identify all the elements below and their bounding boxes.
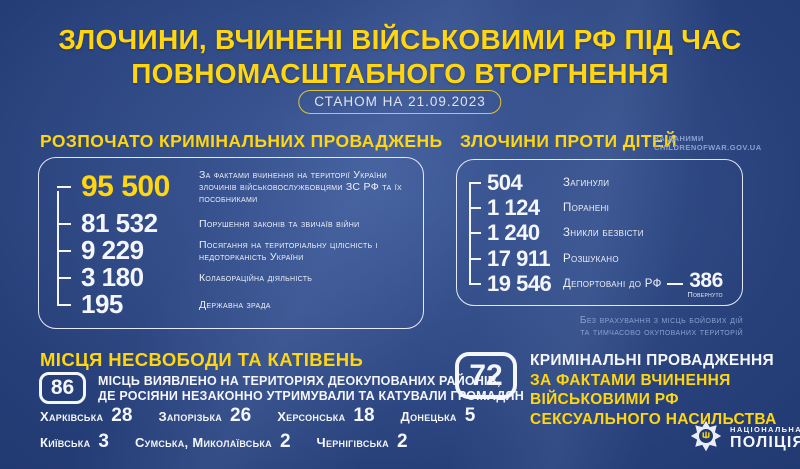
footnote-line1: Без врахування з місць бойових дій [579,315,743,326]
children-source-note: ЗА ДАНИМИ CHILDRENOFWAR.GOV.UA [654,134,762,152]
bracket-stub [469,257,481,260]
proceedings-value: 195 [81,289,123,319]
logo-line2: ПОЛІЦІЯ [730,434,800,452]
region-value: 18 [353,405,375,426]
bracket-stub [469,181,481,184]
returned-label: Повернуто [687,291,723,299]
national-police-logo: НАЦІОНАЛЬНА ПОЛІЦІЯ [690,420,800,457]
children-row-deported: 19 546 Депортовані до РФ 386 Повернуто [469,268,734,299]
region-stat: Донецька 5 [401,405,476,427]
region-name: Сумська, Миколаївська [134,434,272,450]
date-badge: СТАНОМ НА 21.09.2023 [298,90,502,114]
detention-desc-line2: ДЕ РОСІЯНИ НЕЗАКОННО УТРИМУВАЛИ ТА КАТУВ… [98,389,524,403]
children-value: 504 [487,169,523,195]
proceedings-header: РОЗПОЧАТО КРИМІНАЛЬНИХ ПРОВАДЖЕНЬ [40,131,443,151]
region-value: 2 [279,431,291,452]
proceedings-value: 9 229 [81,235,144,265]
region-value: 5 [464,405,476,426]
source-line2: CHILDRENOFWAR.GOV.UA [654,143,762,152]
proceedings-label: Посягання на територіальну цілісність і … [199,238,378,263]
detention-header: МІСЦЯ НЕСВОБОДИ ТА КАТІВЕНЬ [40,349,364,370]
logo-line1: НАЦІОНАЛЬНА [730,424,800,434]
bracket-stub [57,186,71,188]
region-name: Харківська [40,408,104,424]
region-name: Донецька [400,408,457,424]
proceedings-row: 9 229 Посягання на територіальну цілісні… [57,235,411,265]
region-row: Харківська 28 Запорізька 26 Херсонська 1… [40,405,475,427]
sv-line4: СЕКСУАЛЬНОГО НАСИЛЬСТВА [530,410,777,428]
proceedings-label: За фактами вчинення на території України… [199,169,402,205]
bracket-stub [57,303,71,306]
proceedings-row: 195 Державна зрада [57,289,411,319]
bracket-stub [57,249,71,252]
connector-dash [666,283,683,286]
detention-count-badge: 86 [39,372,86,404]
children-label: Депортовані до РФ [563,278,662,291]
title-line2: ПОВНОМАСШТАБНОГО ВТОРГНЕННЯ [131,58,669,89]
bracket-stub [57,276,71,279]
children-row: 17 911 Розшукано [469,246,734,271]
police-logo-text: НАЦІОНАЛЬНА ПОЛІЦІЯ [730,426,800,452]
sexual-violence-count-badge: 72 [455,352,517,399]
children-panel: 504 Загинули 1 124 Поранені 1 240 Зникли… [456,159,743,306]
sv-line2: ЗА ФАКТАМИ ВЧИНЕННЯ [530,371,731,389]
sv-line3: ВІЙСЬКОВИМИ РФ [530,391,679,408]
children-label: Зникли безвісти [563,227,644,240]
returned-stat: 386 Повернуто [687,268,724,299]
proceedings-row: 3 180 Колабораційна діяльність [57,262,411,292]
proceedings-row: 95 500 За фактами вчинення на території … [57,169,411,205]
proceedings-value: 81 532 [81,208,158,238]
page-title: ЗЛОЧИНИ, ВЧИНЕНІ ВІЙСЬКОВИМИ РФ ПІД ЧАС … [0,23,800,91]
children-value: 1 240 [487,220,540,246]
region-stat: Херсонська 18 [277,405,374,427]
region-name: Запорізька [158,408,223,424]
children-header: ЗЛОЧИНИ ПРОТИ ДІТЕЙ [460,131,678,151]
children-value: 1 124 [487,195,540,221]
region-name: Київська [40,434,91,450]
proceedings-value: 95 500 [81,170,170,203]
sexual-violence-text: КРИМІНАЛЬНІ ПРОВАДЖЕННЯ ЗА ФАКТАМИ ВЧИНЕ… [530,351,777,429]
region-value: 3 [98,431,109,452]
children-row: 1 124 Поранені [469,195,734,220]
region-row: Київська 3 Сумська, Миколаївська 2 Черні… [40,431,408,453]
proceedings-label: Колабораційна діяльність [199,271,313,284]
bracket-stub [469,232,481,235]
police-star-icon [690,420,722,457]
bracket-stub [469,283,481,286]
footnote-line2: та тимчасово окупованих територій [580,327,743,338]
children-label: Поранені [563,202,610,215]
children-footnote: Без врахування з місць бойових дій та ти… [456,315,743,339]
region-stat: Чернігівська 2 [317,431,408,453]
bracket-stub [469,207,481,210]
detention-description: МІСЦЬ ВИЯВЛЕНО НА ТЕРИТОРІЯХ ДЕОКУПОВАНИ… [98,374,524,404]
bracket-line [57,191,59,306]
region-stat: Харківська 28 [40,405,132,427]
region-value: 28 [111,405,133,426]
source-line1: ЗА ДАНИМИ [654,134,704,143]
proceedings-label: Порушення законів та звичаїв війни [199,217,360,230]
region-value: 26 [230,405,252,426]
sv-line1: КРИМІНАЛЬНІ ПРОВАДЖЕННЯ [530,352,774,369]
children-value: 19 546 [487,271,552,297]
region-stat: Київська 3 [40,431,109,453]
proceedings-panel: 95 500 За фактами вчинення на території … [38,157,424,329]
children-label: Загинули [563,176,610,189]
children-label: Розшукано [563,252,619,265]
children-value: 17 911 [487,245,551,271]
children-row: 504 Загинули [469,170,734,195]
children-row: 1 240 Зникли безвісти [469,220,734,246]
region-name: Чернігівська [316,434,389,450]
region-value: 2 [396,431,408,452]
proceedings-value: 3 180 [81,262,144,292]
title-line1: ЗЛОЧИНИ, ВЧИНЕНІ ВІЙСЬКОВИМИ РФ ПІД ЧАС [58,24,742,55]
proceedings-label: Державна зрада [199,298,271,311]
region-stat: Сумська, Миколаївська 2 [135,431,291,453]
region-stat: Запорізька 26 [158,405,251,427]
region-name: Херсонська [277,408,346,424]
proceedings-row: 81 532 Порушення законів та звичаїв війн… [57,208,411,238]
bracket-stub [57,222,71,225]
detention-desc-line1: МІСЦЬ ВИЯВЛЕНО НА ТЕРИТОРІЯХ ДЕОКУПОВАНИ… [98,374,501,388]
returned-value: 386 [689,268,723,292]
